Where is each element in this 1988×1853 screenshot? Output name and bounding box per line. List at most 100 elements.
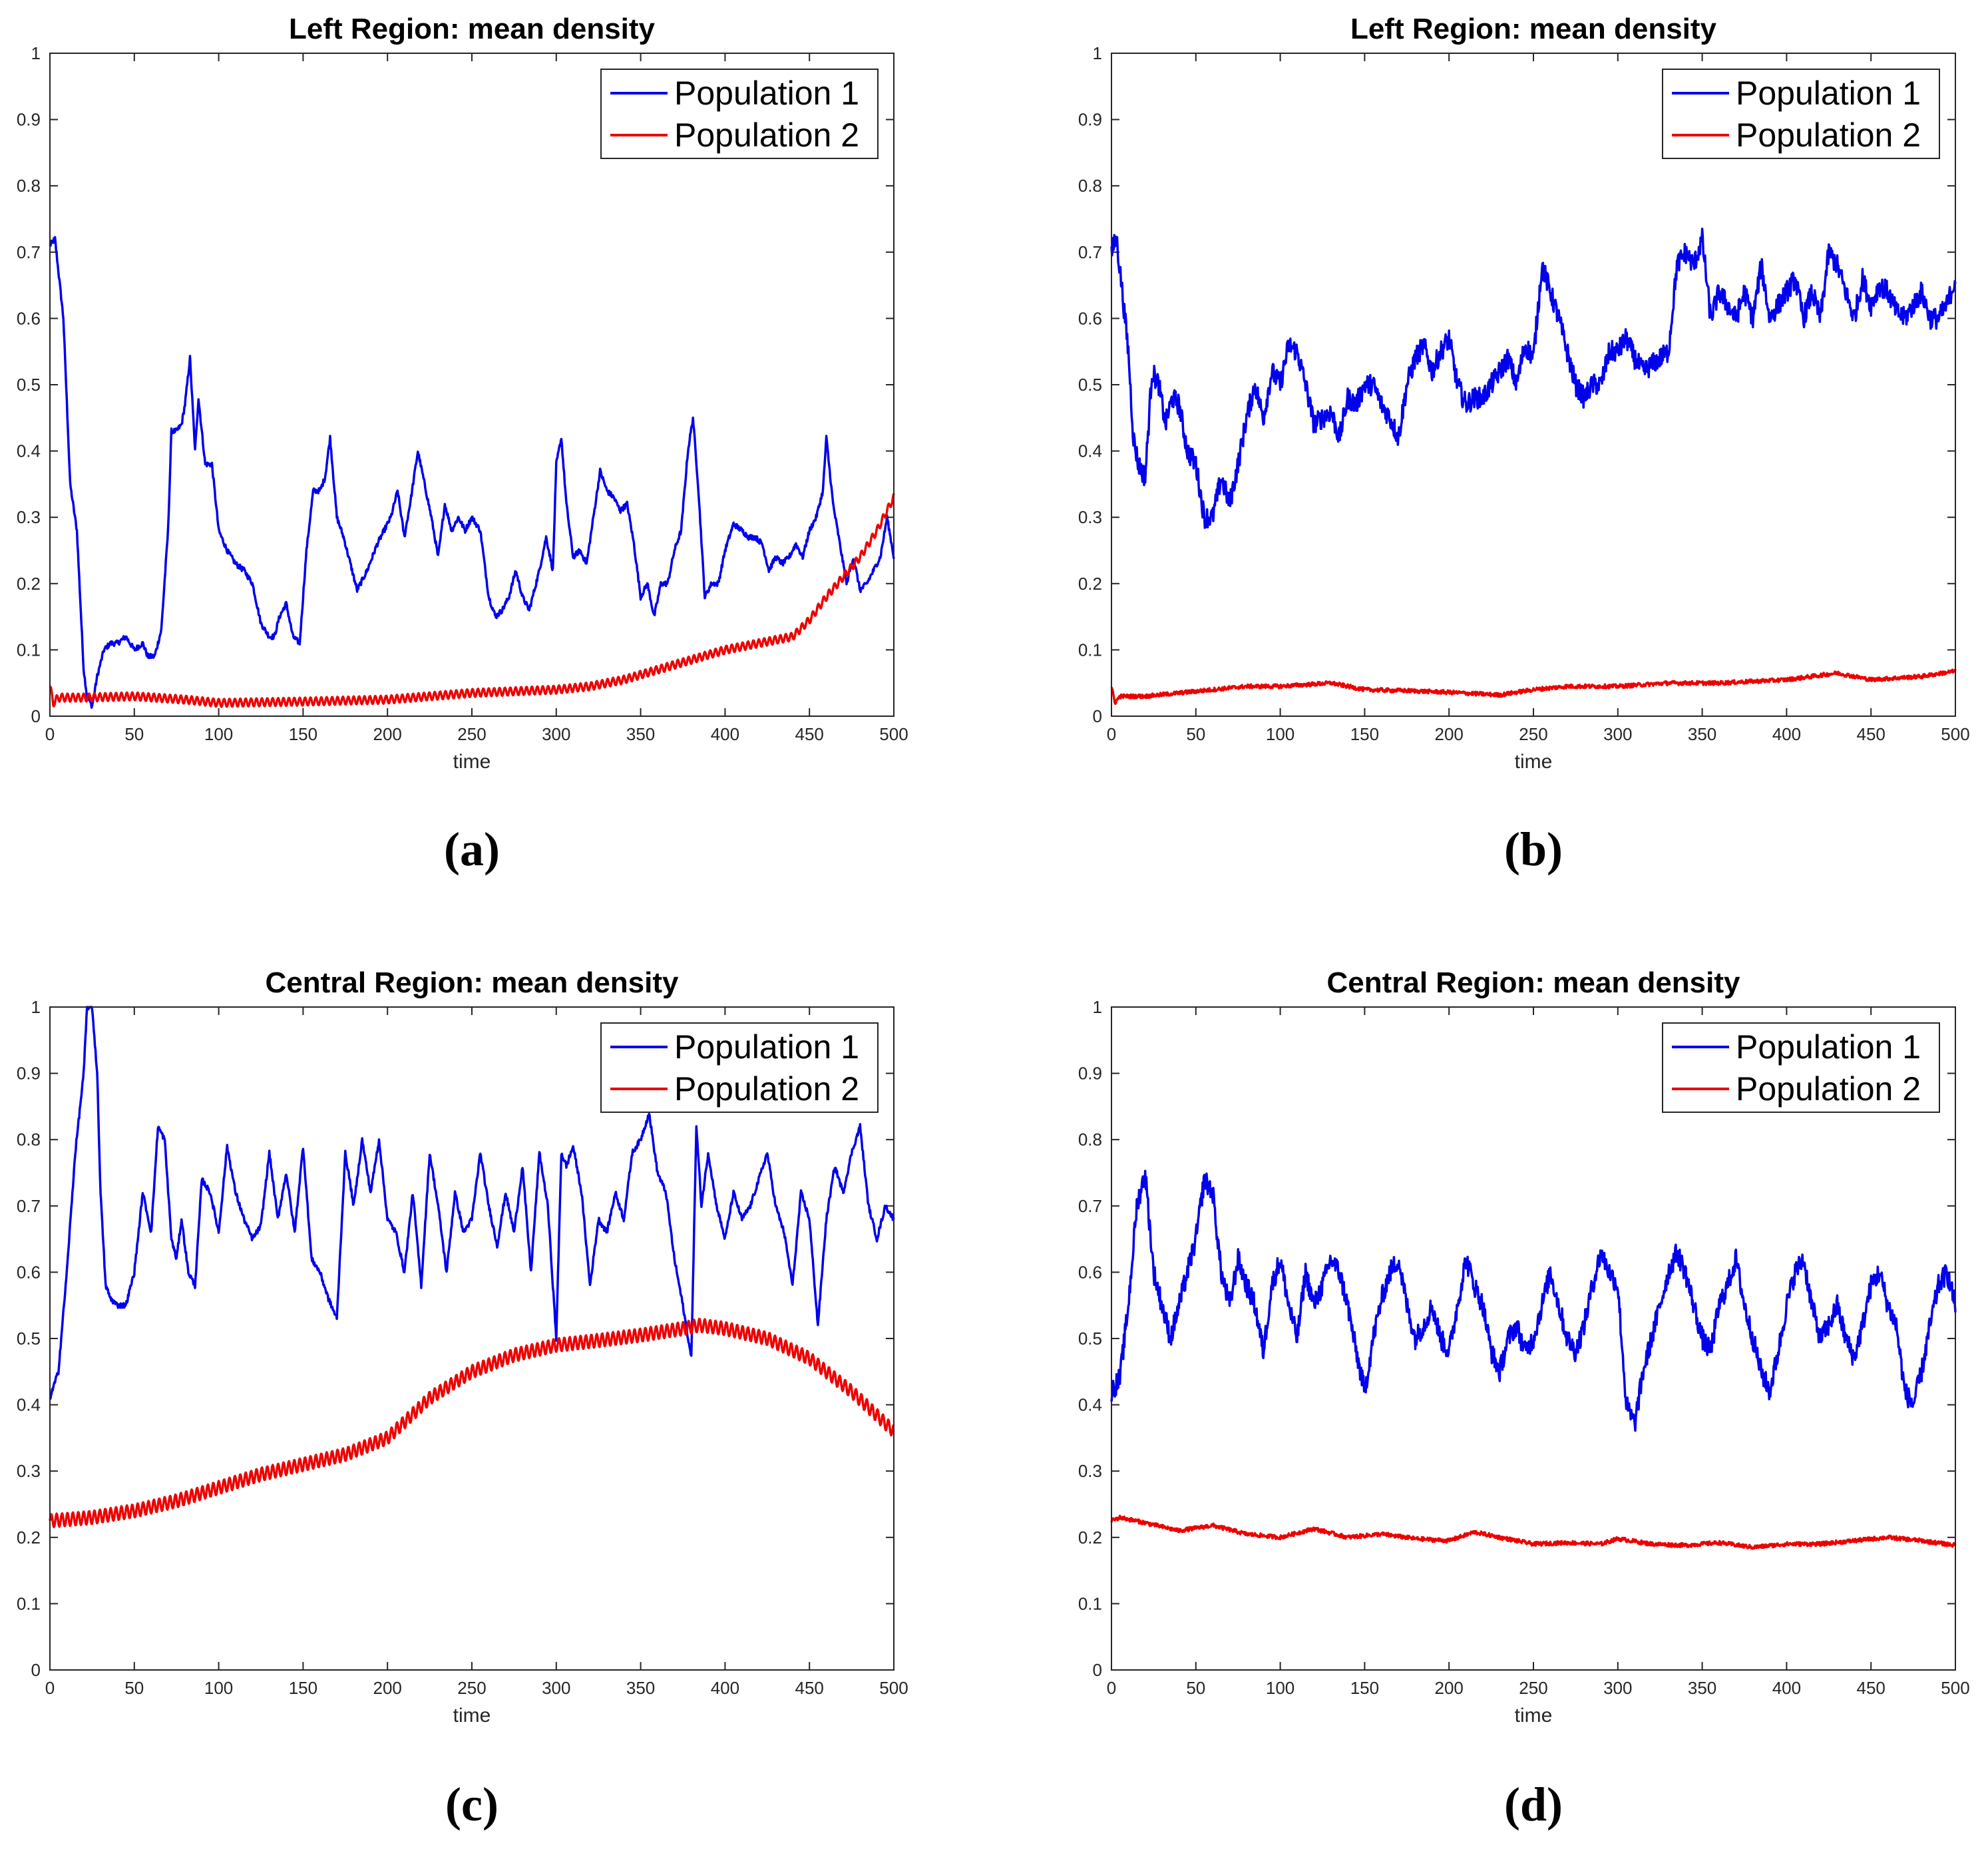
x-axis-label: time	[1515, 751, 1553, 773]
y-tick-label: 0.3	[17, 1461, 41, 1481]
x-tick-label: 200	[1435, 1678, 1464, 1698]
legend: Population 1 Population 2	[600, 1022, 879, 1113]
y-tick-label: 0.9	[1078, 1064, 1102, 1084]
legend: Population 1 Population 2	[600, 69, 879, 159]
y-tick-label: 1	[1093, 997, 1102, 1017]
x-tick-label: 300	[1603, 1678, 1632, 1698]
y-tick-label: 0.1	[1078, 640, 1102, 660]
legend-label-2: Population 2	[674, 116, 859, 154]
x-tick-label: 300	[542, 1678, 570, 1698]
x-tick-label: 0	[45, 724, 55, 744]
y-tick-label: 0.6	[17, 308, 41, 328]
y-tick-label: 0.5	[17, 1329, 41, 1348]
y-tick-label: 0.3	[1078, 507, 1102, 527]
y-tick-label: 0.4	[17, 441, 41, 461]
legend-box	[600, 1022, 879, 1113]
y-tick-label: 0	[31, 1660, 41, 1680]
chart-title: Left Region: mean density	[289, 13, 656, 45]
legend-label-2: Population 2	[1736, 1070, 1921, 1108]
x-tick-label: 0	[1107, 1678, 1116, 1698]
x-axis-label: time	[1515, 1705, 1553, 1727]
x-tick-label: 450	[1857, 724, 1886, 744]
legend-box	[600, 69, 879, 159]
chart-title: Left Region: mean density	[1350, 13, 1717, 45]
x-tick-label: 50	[124, 724, 144, 744]
x-tick-label: 350	[626, 1678, 655, 1698]
chart-panel-c: 0 50 100 150 200 250 300 350 400 450 500 0 0.1 0.2 0.3…	[17, 966, 908, 1831]
plot-frame	[1111, 1006, 1956, 1671]
x-tick-label: 150	[289, 1678, 317, 1698]
x-tick-label: 300	[542, 724, 570, 744]
x-tick-label: 100	[204, 724, 233, 744]
legend-label-1: Population 1	[674, 1028, 859, 1066]
x-axis-label: time	[453, 751, 491, 773]
y-tick-label: 0.8	[1078, 176, 1102, 196]
y-tick-label: 0.3	[17, 507, 41, 527]
y-tick-label: 0.2	[1078, 574, 1102, 594]
y-tick-label: 0.9	[17, 1064, 41, 1084]
y-tick-label: 0.7	[17, 1196, 41, 1216]
y-tick-label: 0.9	[17, 110, 41, 130]
y-tick-label: 0.5	[17, 375, 41, 395]
x-tick-label: 500	[1941, 724, 1969, 744]
x-tick-label: 500	[1941, 1678, 1969, 1698]
y-tick-label: 0.3	[1078, 1461, 1102, 1481]
x-tick-label: 50	[1186, 1678, 1205, 1698]
x-tick-label: 350	[1688, 724, 1716, 744]
y-tick-label: 0.8	[17, 176, 41, 196]
x-tick-label: 200	[373, 1678, 402, 1698]
y-tick-label: 1	[31, 43, 41, 63]
legend-label-2: Population 2	[674, 1070, 859, 1108]
x-tick-label: 400	[711, 724, 739, 744]
series-line-2	[49, 493, 895, 708]
legend: Population 1 Population 2	[1662, 1022, 1940, 1113]
legend: Population 1 Population 2	[1662, 69, 1940, 159]
y-tick-label: 0.6	[17, 1262, 41, 1282]
chart-panel-a: 0 50 100 150 200 250 300 350 400 450 500 0 0.1 0.2 0.3…	[17, 13, 908, 876]
plot-frame	[49, 53, 895, 717]
x-tick-label: 0	[45, 1678, 55, 1698]
x-tick-label: 100	[1266, 1678, 1294, 1698]
series-line-2	[49, 1317, 895, 1529]
y-tick-label: 0.4	[1078, 441, 1102, 461]
plot-frame	[1111, 53, 1956, 717]
x-tick-label: 400	[711, 1678, 739, 1698]
x-tick-label: 100	[204, 1678, 233, 1698]
panel-caption: (d)	[1504, 1778, 1563, 1831]
y-tick-label: 0.5	[1078, 1329, 1102, 1348]
y-tick-label: 0.1	[1078, 1593, 1102, 1613]
series-line-1	[49, 1006, 895, 1400]
x-tick-label: 150	[1350, 1678, 1379, 1698]
series-line-2	[1110, 1514, 1957, 1550]
y-tick-label: 0	[1093, 706, 1102, 726]
x-tick-label: 250	[1519, 1678, 1547, 1698]
y-tick-label: 1	[1093, 43, 1102, 63]
y-tick-label: 0.6	[1078, 1262, 1102, 1282]
x-tick-label: 400	[1772, 1678, 1801, 1698]
plot-frame	[49, 1006, 895, 1671]
series-line-1	[1110, 227, 1957, 529]
y-tick-label: 0.7	[17, 242, 41, 262]
x-tick-label: 450	[1857, 1678, 1886, 1698]
legend-label-1: Population 1	[1736, 1028, 1921, 1066]
series-line-1	[49, 236, 895, 709]
x-tick-label: 500	[879, 1678, 908, 1698]
x-tick-label: 200	[373, 724, 402, 744]
x-tick-label: 350	[626, 724, 655, 744]
x-tick-label: 250	[457, 724, 486, 744]
x-tick-label: 100	[1266, 724, 1294, 744]
legend-box	[1662, 1022, 1940, 1113]
y-tick-label: 0.7	[1078, 1196, 1102, 1216]
x-tick-label: 350	[1688, 1678, 1716, 1698]
series-line-2	[1110, 668, 1957, 706]
y-tick-label: 0.9	[1078, 110, 1102, 130]
x-tick-label: 0	[1107, 724, 1116, 744]
y-tick-label: 0.1	[17, 640, 41, 660]
y-tick-label: 0.2	[1078, 1528, 1102, 1547]
x-tick-label: 250	[1519, 724, 1547, 744]
y-tick-label: 0.4	[17, 1395, 41, 1415]
panel-caption: (a)	[444, 823, 500, 876]
y-tick-label: 0	[31, 706, 41, 726]
y-tick-label: 0.1	[17, 1593, 41, 1613]
